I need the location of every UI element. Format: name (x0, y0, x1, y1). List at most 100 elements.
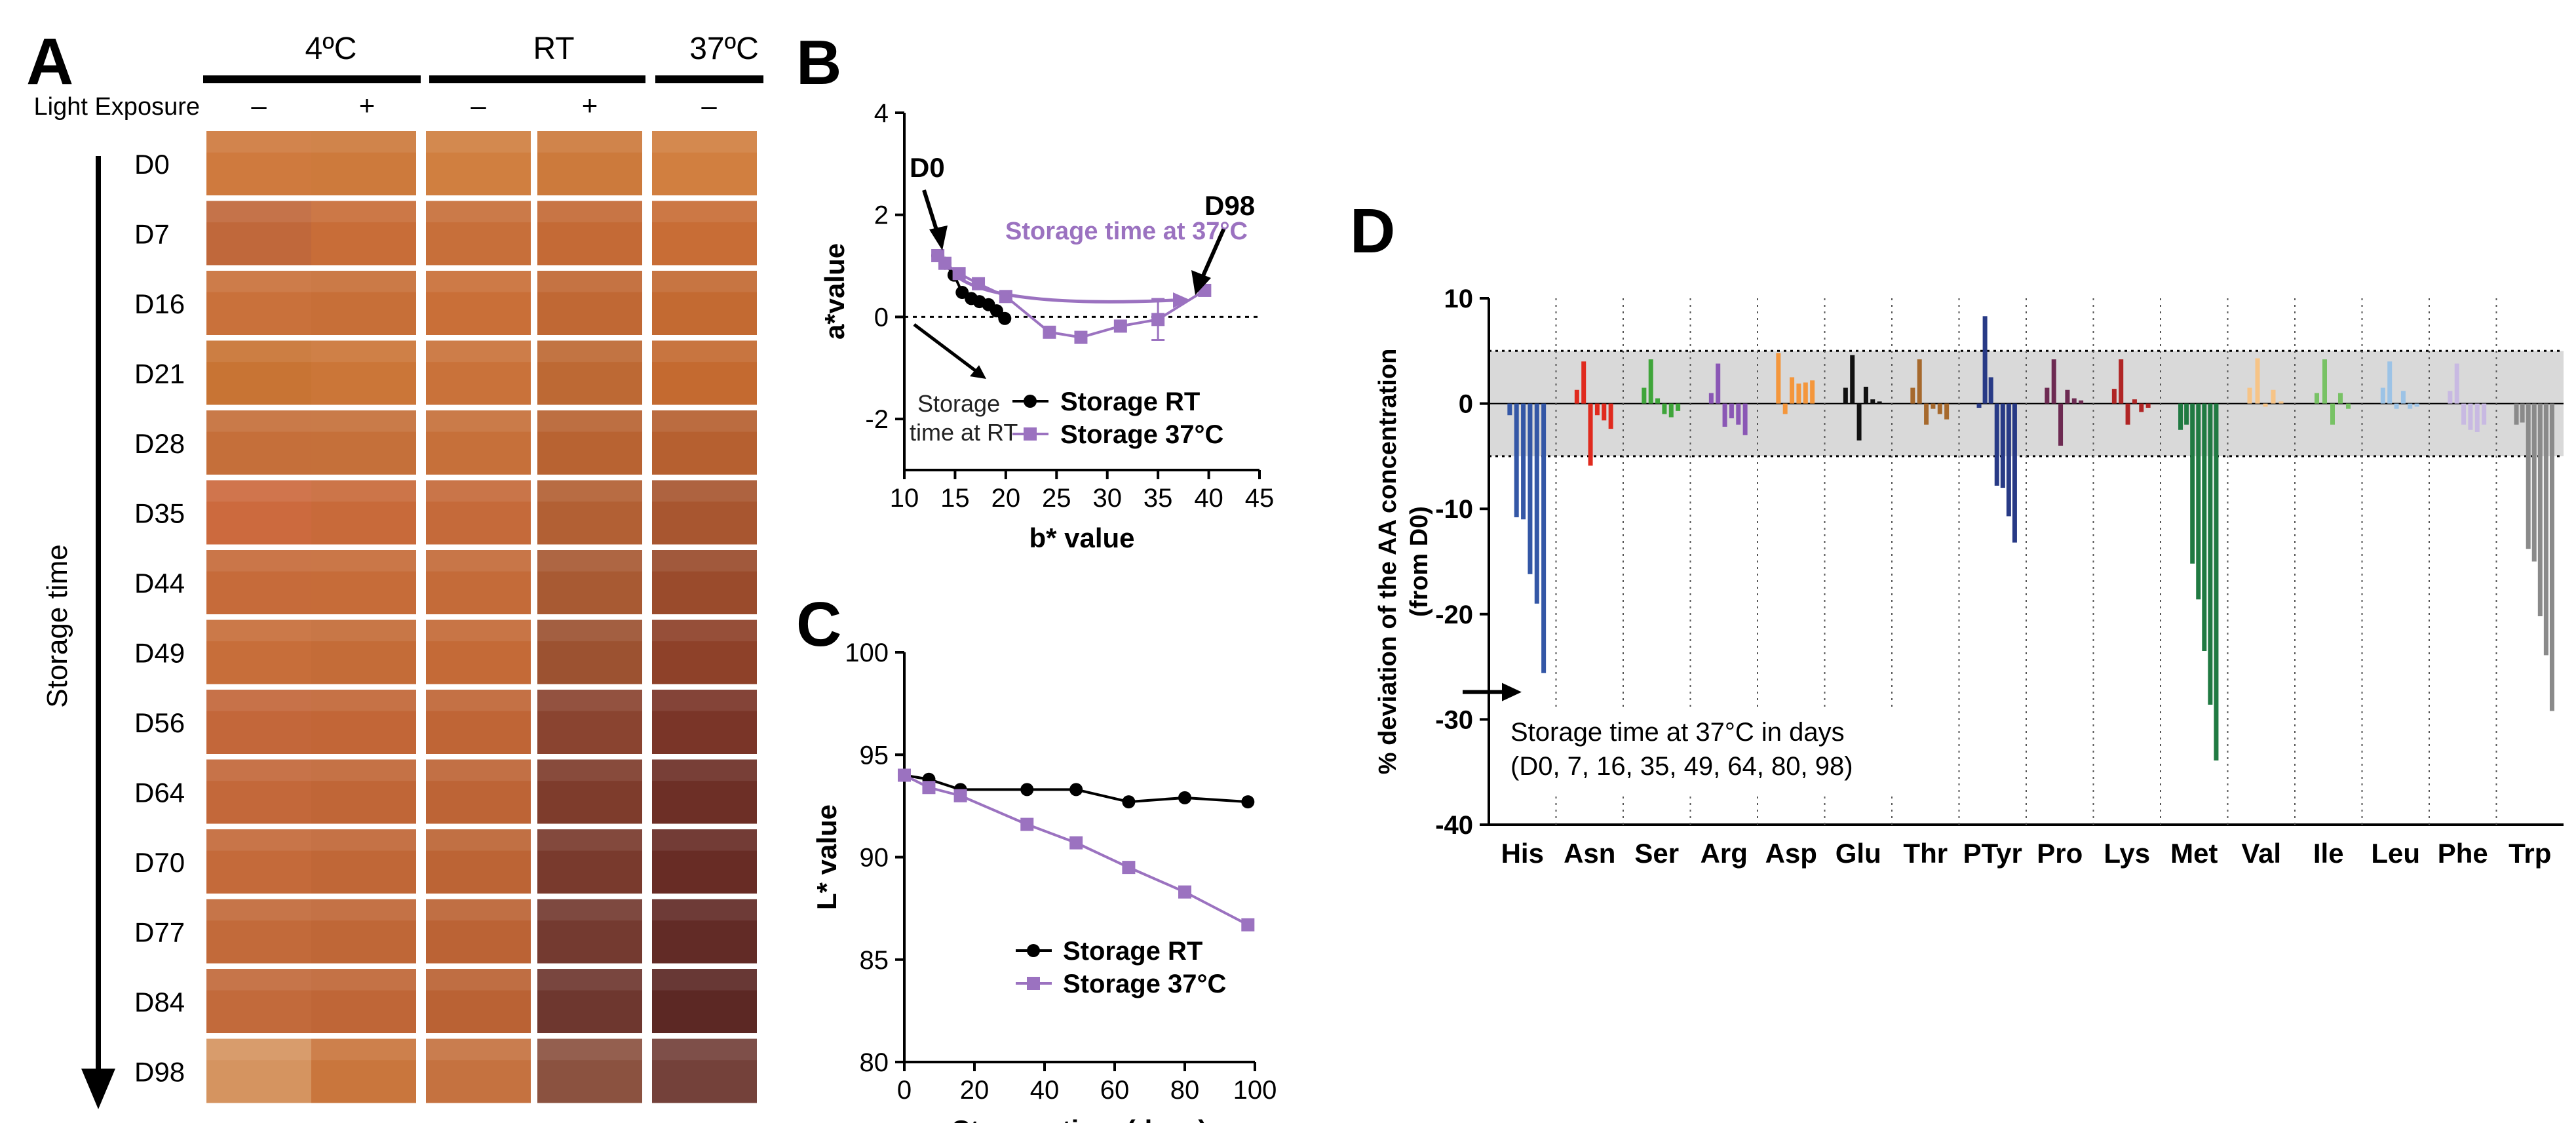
sample-swatch-d70-c4 (652, 829, 757, 894)
sample-swatch-d98-c2 (426, 1038, 531, 1103)
swatch-sheen (537, 340, 642, 363)
bar-glu-3 (1856, 403, 1862, 441)
swatch-sheen (652, 480, 757, 502)
bar-thr-1 (1910, 387, 1915, 404)
bar-val-5 (2278, 401, 2284, 404)
group-label-pro: Pro (2037, 838, 2083, 869)
swatch-sheen (311, 829, 416, 851)
series-line-b-1 (936, 254, 1206, 339)
bar-his-4 (1528, 403, 1533, 574)
annotation-d0: D0 (910, 152, 945, 183)
sample-swatch-d84-c1 (311, 969, 416, 1033)
sample-swatch-d64-c2 (426, 759, 531, 824)
bar-pro-1 (2045, 387, 2050, 404)
x-tick-label-b: 40 (1194, 484, 1223, 513)
bar-leu-1 (2380, 387, 2385, 404)
swatch-sheen (537, 829, 642, 851)
bar-ptyr-1 (1976, 403, 1982, 408)
sample-swatch-d98-c4 (652, 1038, 757, 1103)
swatch-sheen (426, 480, 531, 502)
sample-swatch-d16-c1 (311, 271, 416, 335)
sample-swatch-d0-c2 (426, 131, 531, 195)
data-point-b-37c (1074, 330, 1088, 344)
x-tick-label-b: 25 (1042, 484, 1071, 513)
data-point-c-rt (1122, 795, 1136, 809)
arrow-37c-head (1173, 292, 1189, 308)
swatch-sheen (311, 1038, 416, 1061)
legend-marker-b-rt (1024, 395, 1037, 408)
annotation-37c-storage: Storage time at 37°C (1005, 218, 1248, 245)
x-tick-label-c: 40 (1030, 1076, 1060, 1105)
swatch-sheen (206, 829, 311, 851)
bar-asn-3 (1588, 403, 1593, 466)
swatch-sheen (311, 131, 416, 153)
swatch-sheen (311, 201, 416, 223)
sample-swatch-d21-c1 (311, 340, 416, 405)
sample-swatch-d35-c3 (537, 480, 642, 545)
swatch-sheen (537, 620, 642, 642)
y-tick-label-b: 0 (874, 303, 889, 332)
chart-b: 10 15 20 25 30 35 40 45 -2 0 2 4 b* value a*value D0 D9… (819, 99, 1274, 553)
panel-c: C 0 20 40 60 80 100 80 85 90 95 100 Storage time (d… (796, 589, 1277, 1123)
sample-swatch-d44-c1 (311, 550, 416, 614)
bar-leu-6 (2414, 403, 2419, 407)
y-tick-label-c: 95 (860, 741, 889, 770)
sample-swatch-d98-c0 (206, 1038, 311, 1103)
bar-phe-5 (2474, 403, 2480, 432)
day-label-d16: D16 (134, 288, 185, 319)
light-sign-4c-plus: + (359, 90, 375, 121)
data-point-b-37c (938, 256, 952, 270)
swatch-sheen (426, 340, 531, 363)
bar-ser-1 (1642, 387, 1647, 404)
annotation-text-d-1: Storage time at 37°C in days (1510, 718, 1845, 747)
swatch-sheen (537, 480, 642, 502)
day-label-d21: D21 (134, 359, 185, 389)
annotation-rt-line2: time at RT (910, 419, 1018, 446)
swatch-sheen (652, 550, 757, 572)
swatch-sheen (652, 899, 757, 921)
group-label-val: Val (2241, 838, 2281, 869)
bar-ptyr-5 (2000, 403, 2005, 488)
bar-glu-6 (1877, 401, 1882, 404)
sample-swatch-d84-c2 (426, 969, 531, 1033)
bar-met-4 (2196, 403, 2201, 600)
sample-swatch-d77-c2 (426, 899, 531, 964)
bar-trp-1 (2514, 403, 2519, 425)
bar-arg-2 (1716, 363, 1721, 404)
day-label-d0: D0 (134, 149, 170, 180)
sample-swatch-d64-c4 (652, 759, 757, 824)
group-label-asp: Asp (1765, 838, 1817, 869)
x-tick-label-c: 100 (1233, 1076, 1277, 1105)
sample-swatch-d84-c3 (537, 969, 642, 1033)
sample-swatch-d28-c1 (311, 410, 416, 475)
bar-thr-3 (1924, 403, 1929, 425)
swatch-sheen (652, 1038, 757, 1061)
group-label-thr: Thr (1903, 838, 1948, 869)
sample-swatch-d49-c2 (426, 620, 531, 684)
swatch-sheen (426, 899, 531, 921)
sample-swatch-d49-c1 (311, 620, 416, 684)
bar-pro-4 (2065, 389, 2070, 404)
data-point-c-37c (953, 789, 967, 802)
legend-marker-b-37c (1024, 427, 1037, 441)
bar-lys-6 (2145, 403, 2151, 408)
group-label-glu: Glu (1836, 838, 1881, 869)
sample-swatch-d16-c0 (206, 271, 311, 335)
swatch-sheen (652, 410, 757, 432)
swatch-sheen (652, 201, 757, 223)
bar-phe-2 (2454, 363, 2459, 404)
annotation-d98: D98 (1204, 190, 1255, 221)
bar-pro-5 (2071, 398, 2077, 404)
chart-c: 0 20 40 60 80 100 80 85 90 95 100 Storage time (day… (811, 639, 1277, 1123)
swatch-sheen (206, 131, 311, 153)
bar-ptyr-3 (1988, 377, 1993, 404)
x-tick-label-b: 35 (1144, 484, 1173, 513)
sample-swatch-d84-c0 (206, 969, 311, 1033)
swatch-sheen (537, 550, 642, 572)
x-tick-label-b: 20 (991, 484, 1021, 513)
arrow-d98-head (1191, 270, 1211, 295)
data-point-c-37c (1069, 836, 1083, 850)
sample-swatch-d35-c2 (426, 480, 531, 545)
swatch-sheen (426, 759, 531, 781)
group-label-lys: Lys (2104, 838, 2150, 869)
